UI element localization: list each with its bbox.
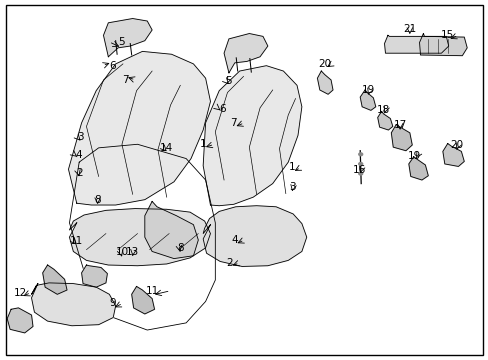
Circle shape [358,153,362,156]
Polygon shape [7,308,33,333]
Circle shape [358,172,362,175]
Text: 9: 9 [109,298,115,308]
Polygon shape [103,18,152,57]
Text: 6: 6 [109,61,115,71]
Text: 3: 3 [77,132,84,142]
Text: 16: 16 [352,165,365,175]
Text: 11: 11 [70,236,83,246]
Text: 20: 20 [449,140,462,150]
Polygon shape [377,111,392,130]
Text: 7: 7 [122,75,128,85]
Circle shape [358,162,362,165]
Text: 5: 5 [225,76,232,86]
Text: 20: 20 [318,59,330,69]
Polygon shape [203,206,306,266]
Text: 15: 15 [440,30,453,40]
Polygon shape [224,33,267,73]
Polygon shape [384,35,448,53]
Text: 8: 8 [94,195,101,204]
Text: 11: 11 [145,286,159,296]
Polygon shape [390,125,411,151]
Text: 13: 13 [126,247,139,257]
Polygon shape [131,287,154,314]
Text: 10: 10 [115,247,128,257]
Polygon shape [69,208,210,266]
Text: 14: 14 [160,143,173,153]
Text: 19: 19 [407,151,421,161]
Polygon shape [42,265,67,294]
Text: 4: 4 [231,235,238,245]
Text: 19: 19 [361,85,374,95]
Polygon shape [203,66,301,206]
Polygon shape [419,33,466,56]
Text: 8: 8 [177,243,183,253]
Polygon shape [81,265,107,287]
Polygon shape [408,157,427,180]
Text: 17: 17 [393,120,406,130]
Text: 18: 18 [376,105,389,115]
Polygon shape [360,90,375,111]
Text: 3: 3 [288,182,295,192]
Text: 1: 1 [200,139,206,149]
Polygon shape [144,202,198,258]
Text: 4: 4 [76,150,82,160]
Text: 7: 7 [230,118,237,128]
Polygon shape [317,71,332,94]
Text: 2: 2 [226,258,233,268]
Polygon shape [31,283,116,326]
Text: 5: 5 [119,37,125,47]
Polygon shape [442,144,463,166]
Text: 1: 1 [288,162,295,172]
Text: 6: 6 [219,104,225,113]
Text: 12: 12 [14,288,27,297]
Text: 2: 2 [76,168,82,178]
Text: 21: 21 [403,24,416,34]
Polygon shape [68,51,210,205]
